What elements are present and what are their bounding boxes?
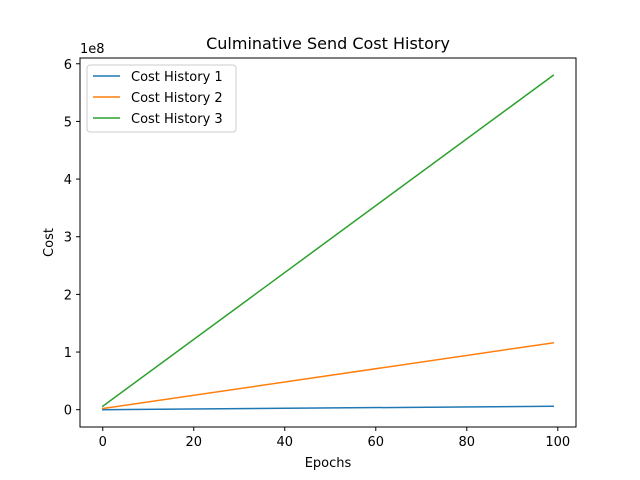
x-axis-ticks: 0 20 40 60 80 100 — [99, 427, 570, 450]
y-axis-scale-label: 1e8 — [80, 42, 105, 57]
y-tick-label: 3 — [64, 231, 72, 246]
y-tick-label: 2 — [64, 288, 72, 303]
y-axis-ticks: 0 1 2 3 4 5 6 — [64, 58, 80, 419]
series-lines — [101, 74, 555, 411]
legend-label-2: Cost History 2 — [131, 91, 223, 106]
y-tick-label: 5 — [64, 115, 72, 130]
x-tick-label: 80 — [459, 435, 476, 450]
y-tick-label: 4 — [64, 173, 72, 188]
x-tick-label: 60 — [368, 435, 385, 450]
x-tick-label: 0 — [99, 435, 107, 450]
series-line-3 — [101, 74, 555, 408]
y-axis-title: Cost — [42, 228, 57, 257]
plot-frame — [79, 57, 577, 428]
y-tick-label: 6 — [64, 58, 72, 73]
y-tick-label: 0 — [64, 404, 72, 419]
x-tick-label: 40 — [276, 435, 293, 450]
chart-title: Culminative Send Cost History — [206, 34, 450, 53]
series-line-2 — [101, 341, 555, 410]
legend-label-1: Cost History 1 — [131, 70, 223, 85]
x-axis-title: Epochs — [305, 456, 352, 471]
series-line-1 — [101, 405, 555, 411]
legend-box — [86, 64, 237, 133]
x-tick-label: 100 — [545, 435, 570, 450]
legend-label-3: Cost History 3 — [131, 112, 223, 127]
x-tick-label: 20 — [185, 435, 202, 450]
y-tick-label: 1 — [64, 346, 72, 361]
legend: Cost History 1 Cost History 2 Cost History… — [86, 64, 237, 133]
